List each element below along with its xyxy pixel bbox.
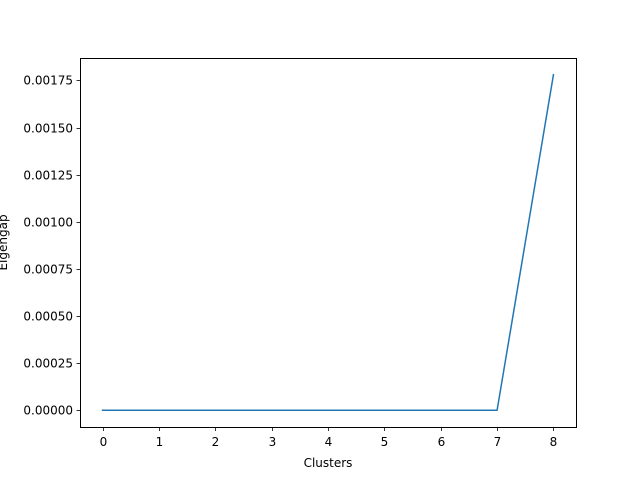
y-axis-label: Eigengap [0,214,10,270]
x-axis-label: Clusters [304,456,353,470]
x-tick-label: 2 [212,435,220,449]
x-tick-label: 1 [156,435,164,449]
y-tick-label: 0.00050 [23,310,73,324]
y-tick-label: 0.00100 [23,216,73,230]
plot-area [80,58,576,427]
y-tick-label: 0.00000 [23,404,73,418]
y-tick-label: 0.00125 [23,169,73,183]
y-tick-label: 0.00075 [23,263,73,277]
x-tick-label: 0 [100,435,108,449]
x-tick-label: 5 [381,435,389,449]
y-tick-label: 0.00150 [23,122,73,136]
plot-frame [80,58,577,428]
x-tick-label: 7 [494,435,502,449]
y-tick-label: 0.00025 [23,357,73,371]
x-tick-label: 6 [438,435,446,449]
series-line [101,73,555,411]
x-tick-label: 3 [269,435,277,449]
y-axis-ticks: 0.00000 0.00025 0.00050 0.00075 0.00100 0.001… [23,74,81,418]
x-axis-ticks: 0 1 2 3 4 5 6 7 8 [100,427,558,449]
x-tick-label: 4 [325,435,333,449]
series-layer [101,73,555,411]
y-tick-label: 0.00175 [23,74,73,88]
x-tick-label: 8 [550,435,558,449]
